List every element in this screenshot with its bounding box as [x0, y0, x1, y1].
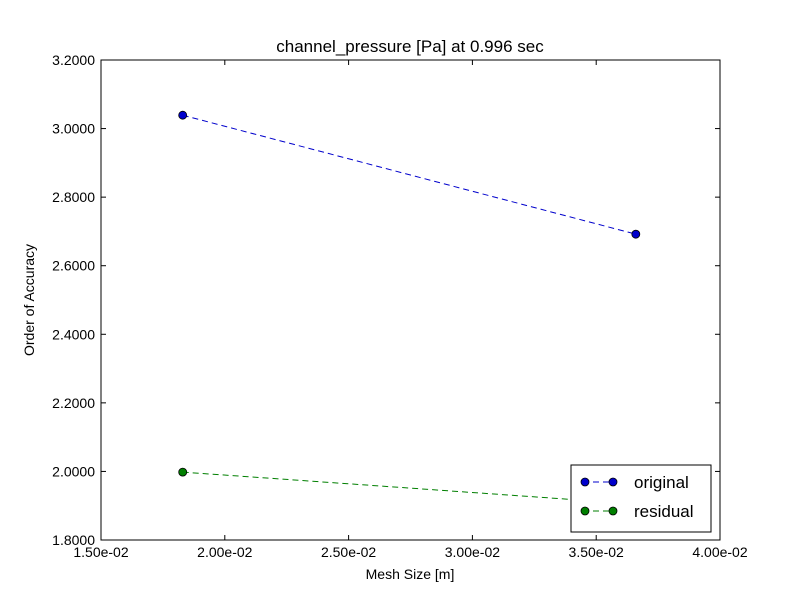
legend-marker	[580, 477, 590, 487]
y-tick-label: 2.0000	[52, 463, 95, 479]
y-tick-label: 3.0000	[52, 121, 95, 137]
legend-marker	[608, 477, 618, 487]
series-layer	[178, 110, 641, 509]
x-tick-label: 2.00e-02	[197, 544, 252, 560]
y-tick-label: 2.8000	[52, 189, 95, 205]
chart-title: channel_pressure [Pa] at 0.996 sec	[276, 37, 544, 56]
data-point	[631, 229, 641, 239]
legend-entry: original	[580, 473, 689, 492]
data-point	[178, 110, 188, 120]
series-original	[178, 110, 641, 239]
y-axis-label: Order of Accuracy	[21, 244, 37, 356]
y-tick-label: 3.2000	[52, 52, 95, 68]
y-tick-label: 2.6000	[52, 258, 95, 274]
ticks-layer: 1.50e-02 2.00e-02 2.50e-02 3.00e-02 3.50e-02…	[52, 52, 748, 560]
data-point	[178, 467, 188, 477]
x-tick-label: 3.00e-02	[445, 544, 500, 560]
legend-label: residual	[634, 502, 694, 521]
x-tick-label: 1.50e-02	[73, 544, 128, 560]
series-line	[182, 114, 636, 235]
x-tick-label: 4.00e-02	[692, 544, 747, 560]
y-tick-label: 2.4000	[52, 326, 95, 342]
x-axis-label: Mesh Size [m]	[366, 566, 455, 582]
legend-entry: residual	[580, 502, 694, 521]
y-tick-label: 1.8000	[52, 532, 95, 548]
legend-label: original	[634, 473, 689, 492]
series-line	[182, 471, 636, 505]
legend: original residual	[570, 464, 712, 533]
legend-marker	[580, 506, 590, 516]
y-tick-label: 2.2000	[52, 395, 95, 411]
x-tick-label: 3.50e-02	[569, 544, 624, 560]
x-tick-label: 2.50e-02	[321, 544, 376, 560]
legend-marker	[608, 506, 618, 516]
legend-box	[570, 464, 712, 533]
plot-frame	[100, 59, 721, 541]
